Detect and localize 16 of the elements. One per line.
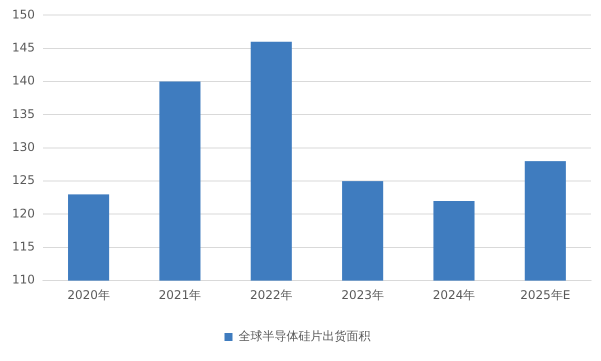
y-tick-label: 130 xyxy=(12,140,35,154)
y-tick-label: 140 xyxy=(12,74,35,88)
y-tick-label: 125 xyxy=(12,173,35,188)
x-tick-label: 2025年E xyxy=(520,288,570,302)
y-tick-label: 135 xyxy=(12,106,35,121)
y-tick-label: 115 xyxy=(12,240,35,254)
y-tick-label: 120 xyxy=(12,206,35,220)
x-tick-label: 2021年 xyxy=(158,288,202,302)
x-tick-label: 2022年 xyxy=(250,288,293,302)
y-tick-label: 110 xyxy=(12,272,35,287)
legend-label: 全球半导体硅片出货面积 xyxy=(238,329,370,344)
y-tick-label: 145 xyxy=(12,40,35,54)
x-tick-label: 2024年 xyxy=(432,288,476,302)
x-tick-label: 2020年 xyxy=(67,288,110,302)
y-tick-label: 150 xyxy=(12,7,35,22)
x-tick-label: 2023年 xyxy=(341,288,384,302)
